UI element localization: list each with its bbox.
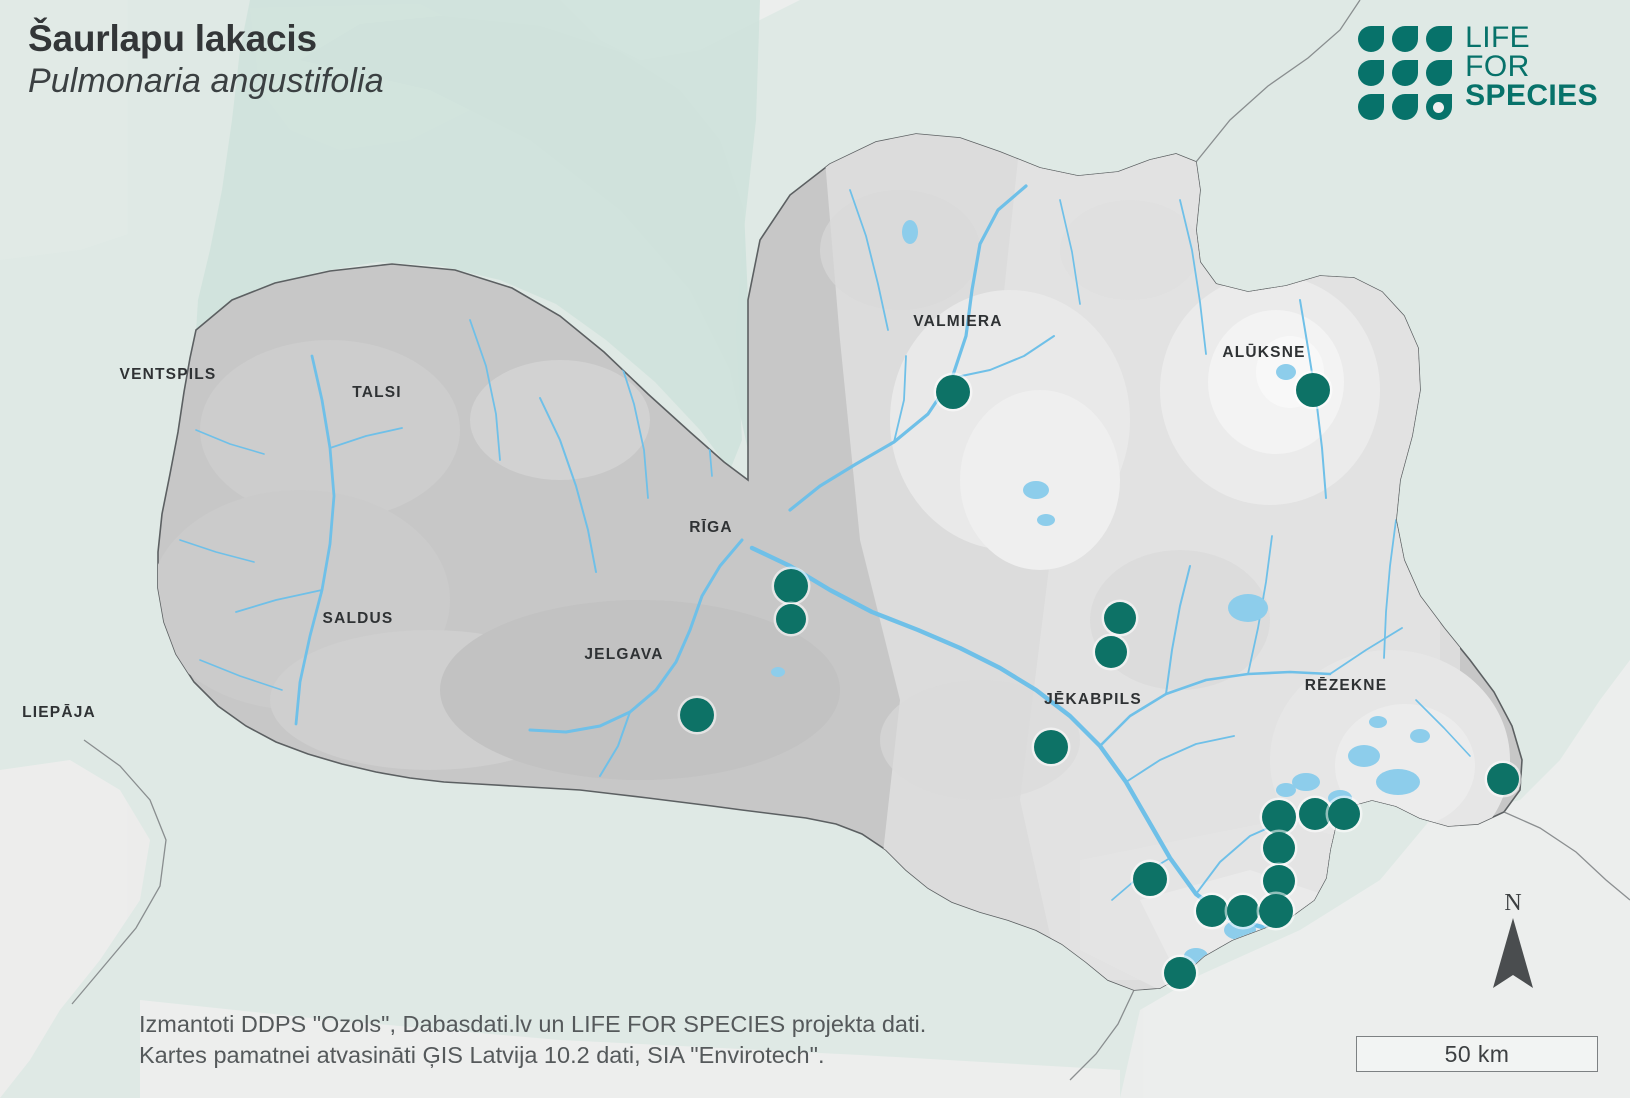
occurrence-dot[interactable] — [1196, 895, 1228, 927]
occurrence-dot[interactable] — [1227, 895, 1259, 927]
baltic-sea — [196, 0, 760, 470]
scale-bar: 50 km — [1356, 1036, 1598, 1072]
logo-leaf-grid — [1358, 26, 1453, 120]
occurrence-dot[interactable] — [1164, 957, 1196, 989]
occurrence-dot[interactable] — [1296, 373, 1330, 407]
page-title: Šaurlapu lakacis — [28, 18, 317, 59]
leaf-icon — [1358, 94, 1385, 120]
city-label-rezekne: RĒZEKNE — [1304, 677, 1388, 694]
scale-bar-label: 50 km — [1444, 1040, 1510, 1067]
occurrence-dot[interactable] — [1095, 636, 1127, 668]
occurrence-dot[interactable] — [1328, 798, 1360, 830]
city-label-riga: RĪGA — [689, 519, 733, 536]
latvia-landmass — [157, 133, 1523, 991]
occurrence-dot[interactable] — [1263, 865, 1295, 897]
neighbour-borders — [71, 0, 1630, 1081]
city-label-aluksne: ALŪKSNE — [1222, 344, 1306, 361]
page-subtitle: Pulmonaria angustifolia — [28, 62, 384, 101]
occurrence-dot[interactable] — [1299, 798, 1331, 830]
city-label-jekabpils: JĒKABPILS — [1044, 691, 1142, 708]
source-caption: Izmantoti DDPS "Ozols", Dabasdati.lv un … — [139, 1009, 926, 1072]
north-label: N — [1504, 890, 1522, 916]
caption-line-1: Izmantoti DDPS "Ozols", Dabasdati.lv un … — [139, 1010, 927, 1037]
occurrence-dot[interactable] — [776, 604, 806, 634]
occurrence-dot[interactable] — [1034, 730, 1068, 764]
leaf-icon — [1392, 94, 1419, 120]
city-label-talsi: TALSI — [352, 384, 402, 401]
logo-line-species: SPECIES — [1465, 79, 1598, 113]
leaf-icon — [1358, 60, 1385, 86]
leaf-icon — [1392, 26, 1419, 52]
occurrence-dot[interactable] — [1259, 894, 1293, 928]
leaf-icon — [1426, 26, 1453, 52]
life-for-species-logo[interactable]: LIFE FOR SPECIES — [1358, 21, 1598, 120]
city-label-valmiera: VALMIERA — [913, 313, 1003, 330]
leaf-icon — [1358, 26, 1385, 52]
north-arrow: N — [1491, 891, 1535, 988]
occurrence-dot[interactable] — [1262, 800, 1296, 834]
occurrence-dot[interactable] — [1263, 832, 1295, 864]
north-arrow-icon — [1493, 918, 1533, 988]
title-block: Šaurlapu lakacis Pulmonaria angustifolia — [28, 18, 384, 102]
occurrence-dot[interactable] — [1487, 763, 1519, 795]
city-label-ventspils: VENTSPILS — [119, 366, 217, 383]
occurrence-dot[interactable] — [936, 375, 970, 409]
city-label-saldus: SALDUS — [322, 610, 394, 627]
caption-line-2: Kartes pamatnei atvasināti ĢIS Latvija 1… — [139, 1042, 825, 1069]
logo-line-life: LIFE — [1465, 21, 1531, 54]
leaf-icon — [1392, 60, 1419, 86]
occurrence-dot[interactable] — [1104, 602, 1136, 634]
occurrence-dot[interactable] — [680, 698, 714, 732]
city-label-liepaja: LIEPĀJA — [22, 704, 96, 721]
leaf-droplet-eye-icon — [1426, 94, 1453, 120]
city-label-jelgava: JELGAVA — [584, 646, 664, 663]
logo-wordmark: LIFE FOR SPECIES — [1465, 21, 1598, 113]
logo-line-for: FOR — [1465, 50, 1530, 84]
leaf-icon — [1426, 60, 1453, 86]
occurrence-dot[interactable] — [774, 569, 808, 603]
occurrence-dot[interactable] — [1133, 862, 1167, 896]
